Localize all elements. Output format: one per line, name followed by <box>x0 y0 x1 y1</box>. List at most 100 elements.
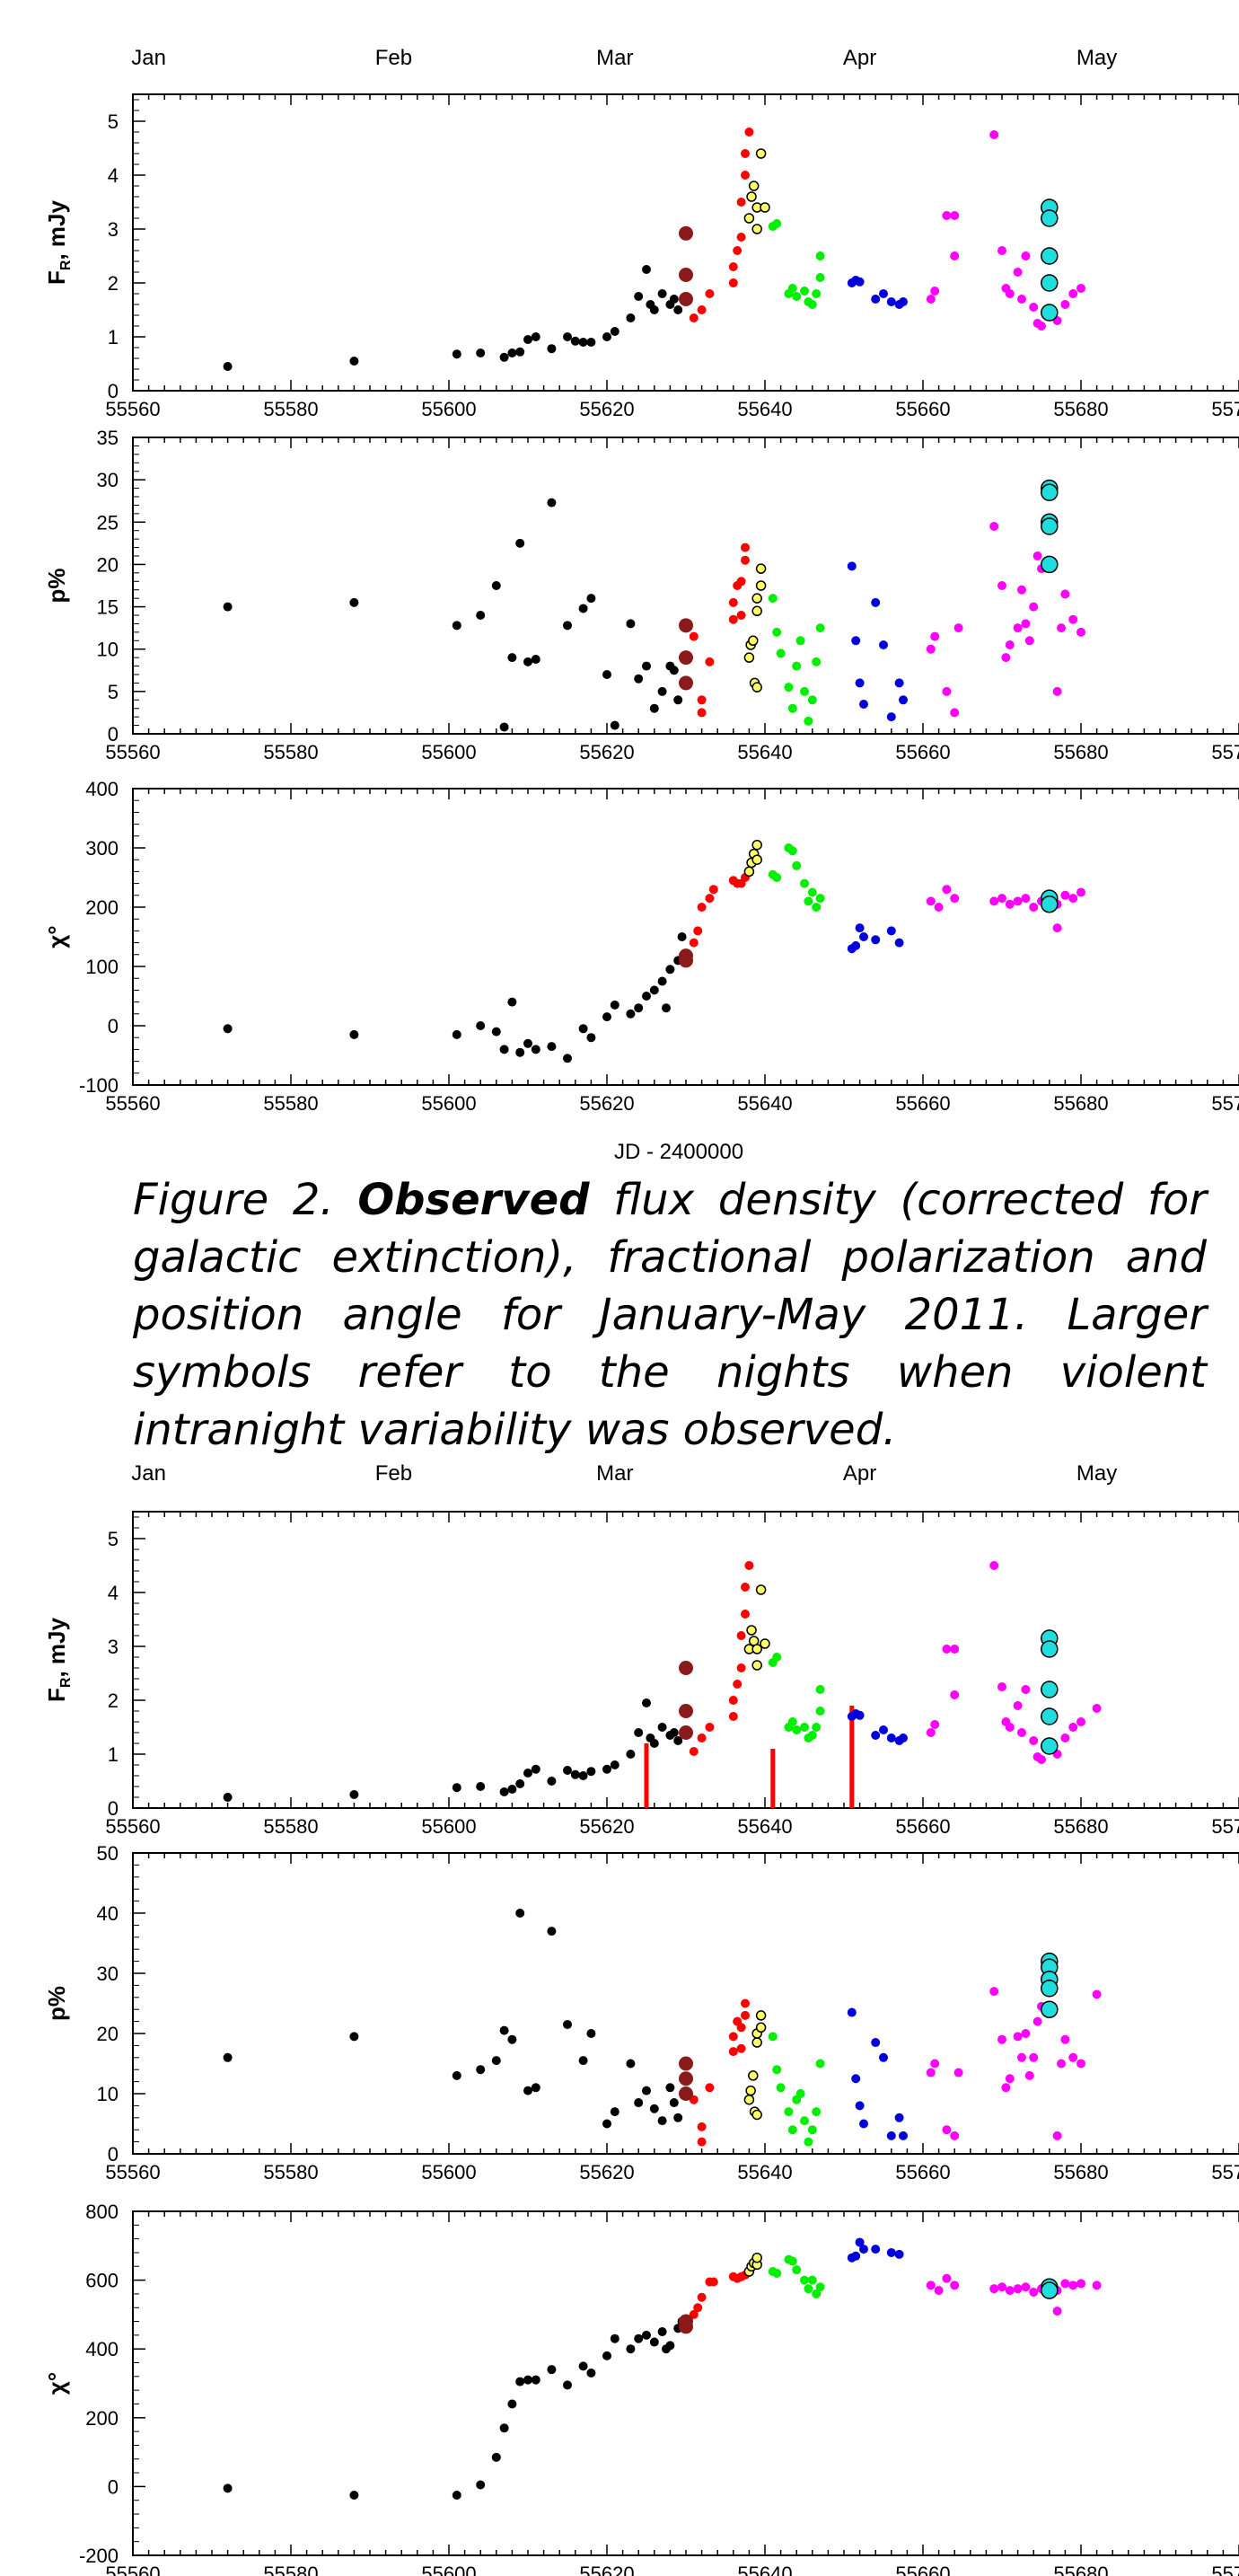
caption-prefix: Figure 2. <box>133 1175 358 1225</box>
data-point-yellow <box>746 1625 757 1636</box>
y-tick-label: 4 <box>108 1582 119 1604</box>
data-point-green <box>815 894 825 904</box>
data-point-magenta <box>1017 585 1026 595</box>
data-point-red <box>728 278 738 287</box>
y-tick-label: 400 <box>85 2338 119 2360</box>
data-point-cyan <box>1041 209 1059 227</box>
x-tick-label: 55560 <box>105 1815 160 1838</box>
data-point-black <box>476 1021 486 1030</box>
data-point-red <box>697 708 707 718</box>
data-point-red <box>741 149 750 158</box>
data-point-red <box>728 2047 738 2057</box>
data-point-blue <box>899 2130 908 2140</box>
data-point-yellow <box>743 213 755 224</box>
x-tick-label: 55580 <box>263 398 318 420</box>
data-point-black <box>602 2119 611 2129</box>
data-point-magenta <box>1032 551 1042 560</box>
data-point-yellow <box>743 652 755 663</box>
x-tick-label: 55560 <box>105 741 160 763</box>
data-point-blue <box>879 640 888 649</box>
data-point-cyan <box>1041 2000 1059 2018</box>
x-tick-label: 55620 <box>579 398 634 420</box>
data-point-green <box>800 686 809 696</box>
data-point-black <box>626 619 636 629</box>
data-point-green <box>812 289 822 298</box>
data-point-green <box>772 2065 782 2075</box>
data-point-yellow <box>743 866 755 878</box>
data-point-magenta <box>1013 896 1023 906</box>
data-point-black <box>634 1003 644 1013</box>
data-point-magenta <box>1068 1723 1078 1732</box>
data-point-blue <box>871 1731 881 1740</box>
data-point-blue <box>847 561 857 571</box>
data-point-black <box>563 2380 572 2390</box>
y-tick-label: 200 <box>85 896 119 919</box>
data-point-black <box>547 498 557 507</box>
data-point-blue <box>894 938 904 948</box>
data-point-red <box>744 1561 754 1570</box>
data-point-cyan <box>1041 1681 1059 1698</box>
data-point-green <box>792 1725 802 1734</box>
data-point-magenta <box>989 896 999 906</box>
data-point-blue <box>855 2101 865 2111</box>
data-point-magenta <box>950 894 960 904</box>
data-point-magenta <box>1060 589 1070 599</box>
data-point-black <box>476 348 486 357</box>
data-point-black <box>531 2083 540 2093</box>
data-point-black <box>665 2083 675 2093</box>
data-point-yellow <box>755 148 767 159</box>
data-point-black <box>349 2032 359 2042</box>
data-point-green <box>776 2083 786 2093</box>
y-tick-label: 0 <box>108 723 119 745</box>
data-point-yellow <box>755 580 767 591</box>
data-point-blue <box>879 2052 888 2062</box>
data-point-red <box>705 1723 715 1732</box>
data-point-magenta <box>1005 1723 1015 1732</box>
data-point-black <box>657 976 667 986</box>
data-point-red <box>741 543 750 552</box>
data-point-red <box>733 246 743 255</box>
x-tick-label: 55620 <box>579 1815 634 1838</box>
data-point-green <box>768 2032 778 2042</box>
data-point-black <box>657 1723 667 1732</box>
data-point-blue <box>859 700 868 709</box>
data-point-black <box>669 295 679 304</box>
data-point-magenta <box>989 1987 999 1997</box>
data-point-blue <box>894 2249 904 2259</box>
y-tick-label: 300 <box>85 837 119 860</box>
data-point-cyan <box>1041 895 1059 913</box>
y-tick-label: 3 <box>108 1636 119 1658</box>
data-point-black <box>586 1767 596 1777</box>
data-point-red <box>697 903 707 912</box>
data-point-black <box>673 1736 683 1745</box>
data-point-magenta <box>1092 1704 1102 1713</box>
x-tick-label: 55700 <box>1211 1092 1239 1115</box>
data-point-black <box>610 720 620 730</box>
data-point-darkred <box>679 1704 693 1718</box>
data-point-magenta <box>930 2059 940 2069</box>
data-point-green <box>812 903 822 912</box>
data-point-green <box>787 2256 797 2266</box>
data-point-black <box>523 2375 532 2385</box>
panel-3: 55560 55580 55600 55620 55640 55660 55680 55700… <box>43 2201 1239 2576</box>
data-point-blue <box>886 297 896 306</box>
data-point-red <box>697 695 707 705</box>
data-point-magenta <box>997 2034 1006 2044</box>
data-point-black <box>669 2098 679 2108</box>
x-tick-label: 55560 <box>105 398 160 420</box>
data-point-black <box>476 2065 486 2075</box>
data-point-black <box>523 657 532 666</box>
data-point-magenta <box>997 581 1006 590</box>
data-point-magenta <box>1032 2016 1042 2026</box>
data-point-red <box>736 233 746 242</box>
data-point-magenta <box>1068 614 1078 624</box>
data-point-yellow <box>748 181 760 191</box>
data-point-black <box>649 1739 659 1748</box>
data-point-green <box>815 2282 825 2292</box>
data-point-black <box>673 305 683 314</box>
data-point-blue <box>847 2007 857 2017</box>
data-point-blue <box>899 1734 908 1742</box>
data-point-yellow <box>751 682 762 693</box>
data-point-magenta <box>1092 1989 1102 1999</box>
data-point-green <box>815 623 825 633</box>
